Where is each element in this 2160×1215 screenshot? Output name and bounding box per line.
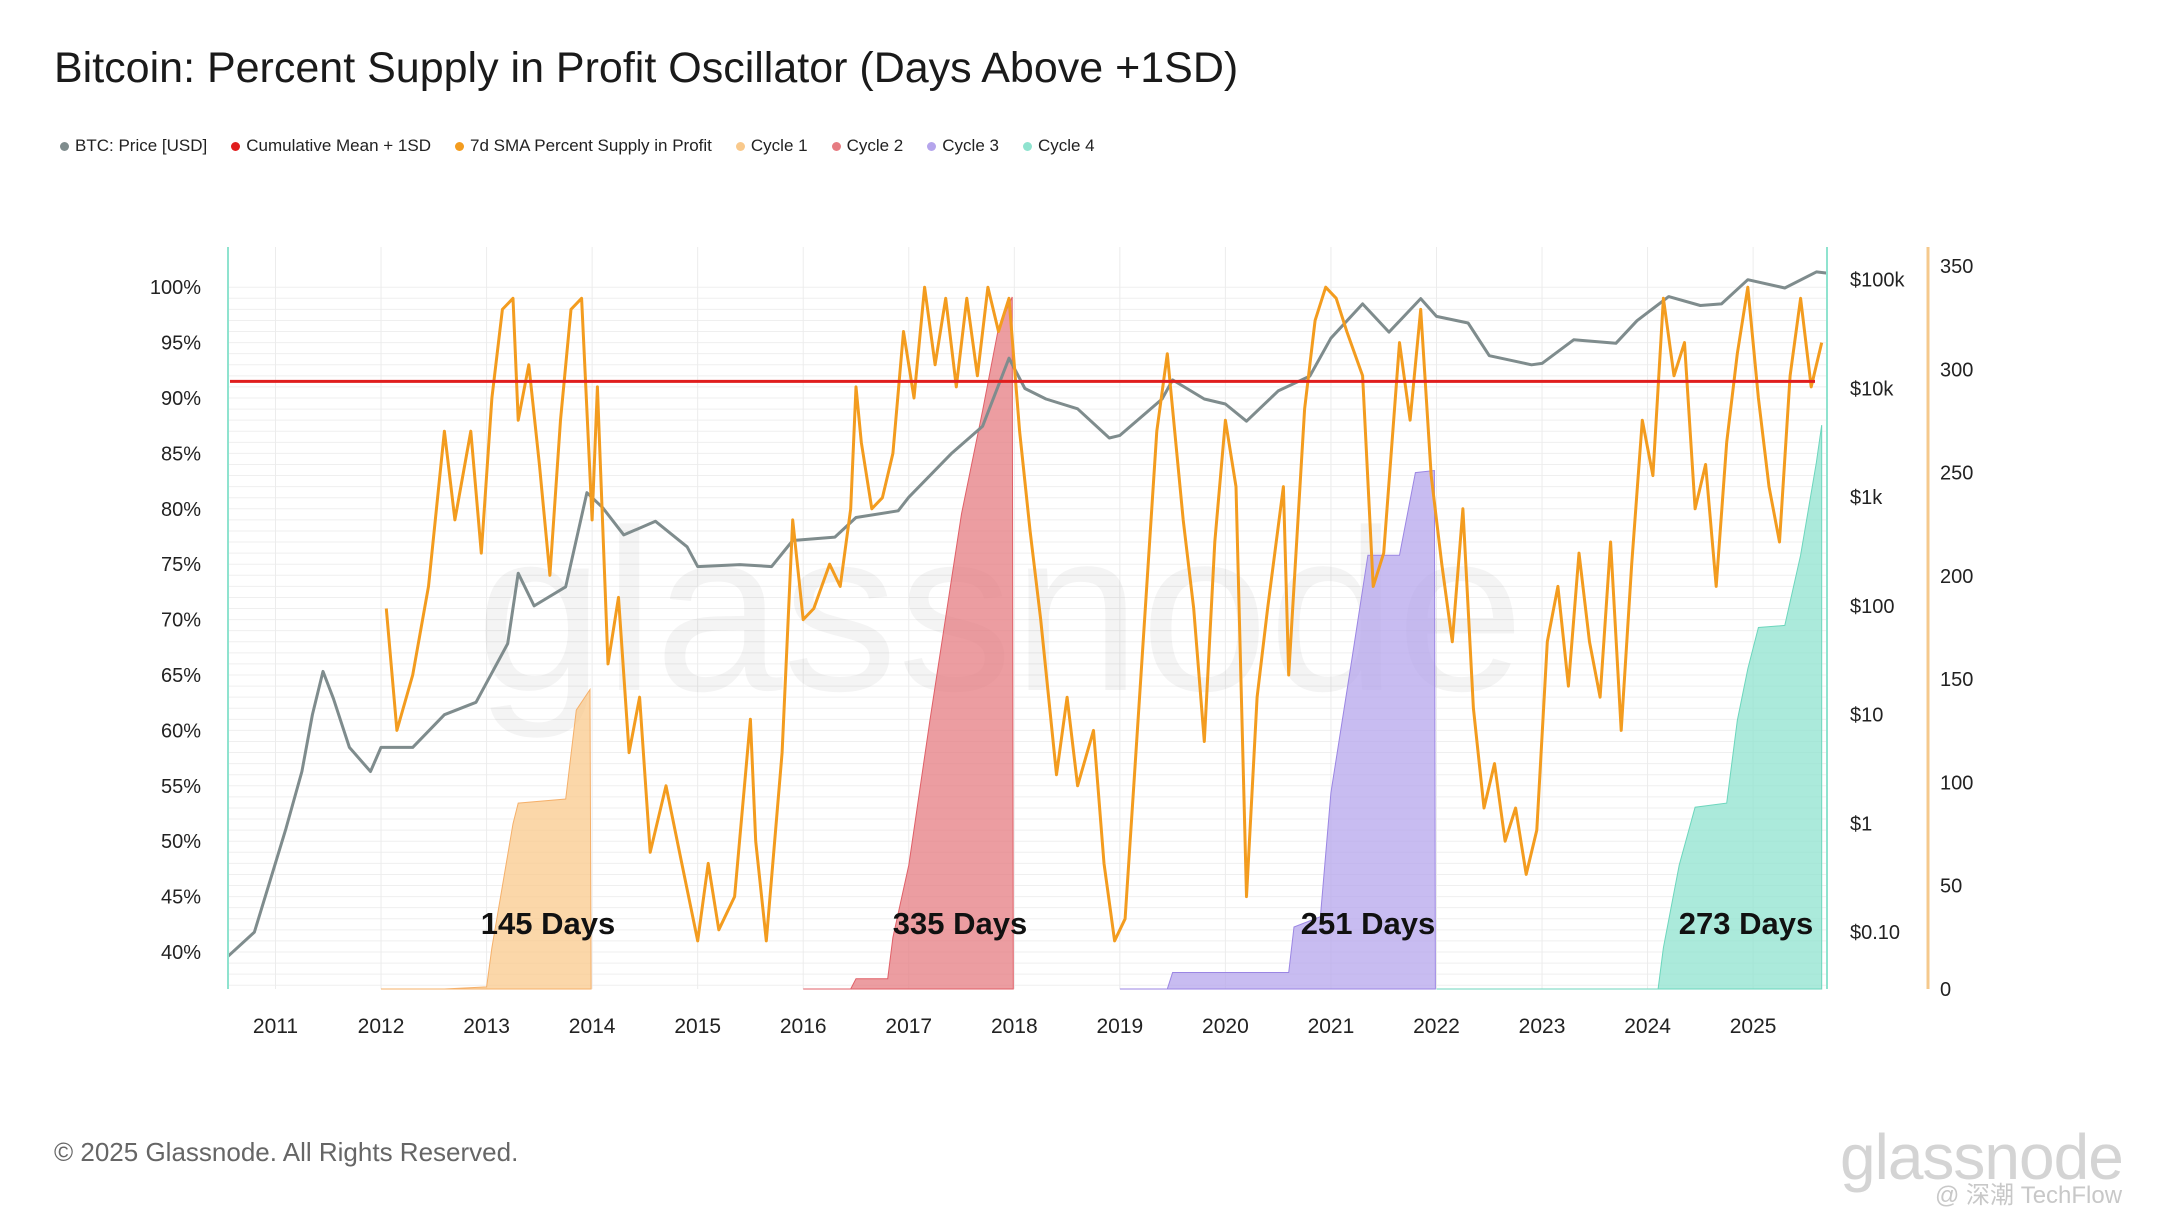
legend-dot bbox=[735, 141, 745, 151]
left-tick-label: 60% bbox=[161, 720, 201, 742]
x-tick-label: 2021 bbox=[1308, 1015, 1355, 1038]
legend-item-btc-price[interactable]: BTC: Price [USD] bbox=[60, 136, 207, 156]
price-tick-label: $10k bbox=[1850, 378, 1894, 400]
legend: BTC: Price [USD] Cumulative Mean + 1SD 7… bbox=[60, 136, 1119, 156]
x-tick-label: 2025 bbox=[1730, 1015, 1777, 1038]
legend-label: 7d SMA Percent Supply in Profit bbox=[469, 136, 712, 155]
x-tick-label: 2013 bbox=[463, 1015, 510, 1038]
days-tick-label: 50 bbox=[1940, 876, 1962, 898]
x-tick-label: 2024 bbox=[1624, 1015, 1671, 1038]
left-tick-label: 45% bbox=[161, 887, 201, 909]
left-tick-label: 70% bbox=[161, 610, 201, 632]
legend-label: Cycle 2 bbox=[846, 136, 904, 155]
x-tick-label: 2022 bbox=[1413, 1015, 1460, 1038]
legend-item-cycle-4[interactable]: Cycle 4 bbox=[1022, 136, 1095, 156]
price-tick-label: $0.10 bbox=[1850, 922, 1900, 944]
cycle-days-label: 335 Days bbox=[893, 906, 1027, 941]
x-tick-label: 2014 bbox=[569, 1015, 616, 1038]
cycle-area-1 bbox=[381, 687, 592, 990]
legend-item-mean-1sd[interactable]: Cumulative Mean + 1SD bbox=[231, 136, 431, 156]
days-tick-label: 350 bbox=[1940, 256, 1973, 278]
price-tick-label: $1 bbox=[1850, 813, 1872, 835]
x-tick-label: 2023 bbox=[1519, 1015, 1566, 1038]
x-tick-label: 2019 bbox=[1096, 1015, 1143, 1038]
days-tick-label: 200 bbox=[1940, 566, 1973, 588]
chart-title: Bitcoin: Percent Supply in Profit Oscill… bbox=[54, 44, 1239, 92]
legend-dot bbox=[60, 141, 69, 151]
x-tick-label: 2018 bbox=[991, 1015, 1038, 1038]
price-tick-label: $100k bbox=[1850, 270, 1905, 292]
cycle-area-4 bbox=[1436, 425, 1823, 990]
glassnode-logo: glassnode bbox=[1840, 1121, 2124, 1193]
days-tick-label: 300 bbox=[1940, 359, 1973, 381]
legend-item-cycle-3[interactable]: Cycle 3 bbox=[927, 136, 999, 156]
left-tick-label: 55% bbox=[161, 776, 201, 798]
days-tick-label: 0 bbox=[1940, 979, 1951, 1001]
left-tick-label: 95% bbox=[161, 333, 201, 355]
legend-dot bbox=[831, 141, 841, 151]
x-tick-label: 2016 bbox=[780, 1015, 827, 1038]
legend-item-cycle-1[interactable]: Cycle 1 bbox=[735, 136, 808, 156]
x-tick-label: 2012 bbox=[358, 1015, 405, 1038]
cycle-days-label: 273 Days bbox=[1679, 906, 1813, 941]
left-tick-label: 85% bbox=[161, 443, 201, 465]
legend-label: Cumulative Mean + 1SD bbox=[246, 136, 431, 155]
x-tick-label: 2015 bbox=[674, 1015, 721, 1038]
legend-label: Cycle 1 bbox=[750, 136, 808, 155]
price-tick-label: $100 bbox=[1850, 596, 1895, 618]
left-tick-label: 80% bbox=[161, 499, 201, 521]
legend-dot bbox=[927, 141, 937, 151]
source-watermark: @ 深潮 TechFlow bbox=[1935, 1182, 2123, 1209]
left-tick-label: 90% bbox=[161, 388, 201, 410]
legend-dot bbox=[231, 141, 241, 151]
left-tick-label: 50% bbox=[161, 831, 201, 853]
x-tick-label: 2017 bbox=[885, 1015, 932, 1038]
left-tick-label: 65% bbox=[161, 665, 201, 687]
btc-price-line bbox=[226, 270, 1828, 958]
left-tick-label: 75% bbox=[161, 554, 201, 576]
legend-item-cycle-2[interactable]: Cycle 2 bbox=[831, 136, 904, 156]
x-tick-label: 2011 bbox=[253, 1015, 298, 1038]
supply-in-profit-line bbox=[384, 285, 1824, 943]
cycle-days-label: 145 Days bbox=[481, 906, 615, 941]
legend-label: BTC: Price [USD] bbox=[75, 136, 208, 155]
x-tick-label: 2020 bbox=[1202, 1015, 1249, 1038]
days-tick-label: 250 bbox=[1940, 463, 1973, 485]
price-tick-label: $10 bbox=[1850, 705, 1883, 727]
days-tick-label: 150 bbox=[1940, 669, 1973, 691]
days-tick-label: 100 bbox=[1940, 772, 1973, 794]
legend-item-supply-in-profit[interactable]: 7d SMA Percent Supply in Profit bbox=[454, 136, 712, 156]
legend-dot bbox=[1022, 141, 1032, 151]
legend-label: Cycle 3 bbox=[942, 136, 999, 155]
legend-dot bbox=[454, 141, 464, 151]
cycle-area-2 bbox=[803, 296, 1014, 990]
left-tick-label: 40% bbox=[161, 942, 201, 964]
copyright-text: © 2025 Glassnode. All Rights Reserved. bbox=[54, 1137, 519, 1167]
legend-label: Cycle 4 bbox=[1037, 136, 1095, 155]
cycle-days-label: 251 Days bbox=[1301, 906, 1435, 941]
price-tick-label: $1k bbox=[1850, 487, 1883, 509]
left-tick-label: 100% bbox=[150, 277, 201, 299]
